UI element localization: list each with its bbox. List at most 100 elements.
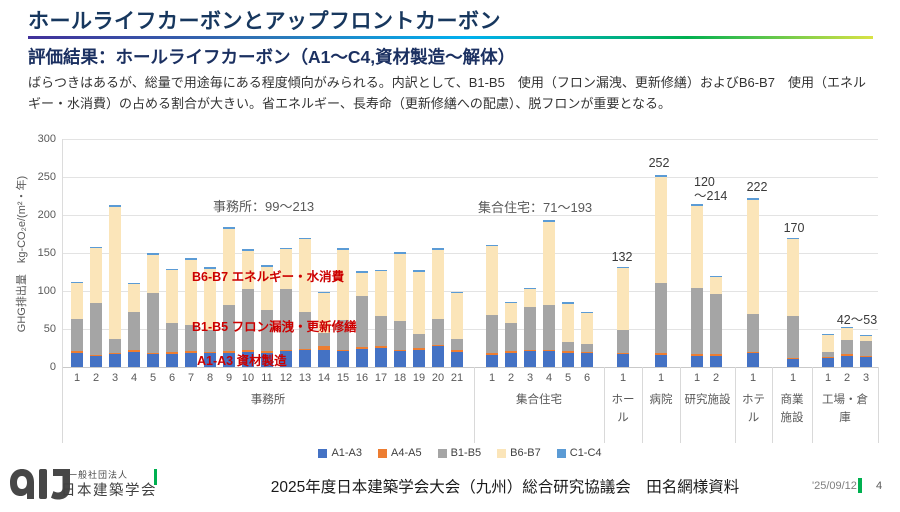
bar-segment-B6-B7 [617, 268, 629, 330]
bar-segment-B1-B5 [394, 321, 406, 350]
y-tick-label: 250 [37, 170, 56, 183]
x-tick-label: 14 [317, 372, 331, 384]
x-tick-label: 3 [111, 372, 119, 384]
bar-segment-B6-B7 [581, 313, 593, 345]
bar-segment-A4-A5 [562, 351, 574, 353]
bar-segment-B6-B7 [147, 254, 159, 293]
category-separator [772, 367, 773, 443]
bar-segment-A1-A3 [375, 348, 387, 367]
category-separator [604, 367, 605, 443]
page-title: ホールライフカーボンとアップフロントカーボン [28, 10, 501, 33]
bar-segment-B6-B7 [90, 248, 102, 304]
bar-segment-B1-B5 [90, 303, 102, 355]
office-range-annotation: 事務所：99～213 [213, 199, 315, 214]
bar-segment-C1-C4 [356, 271, 368, 273]
bar-segment-B1-B5 [280, 289, 292, 350]
logo-org-type: 一般社団法人 [68, 470, 129, 480]
bar-segment-A1-A3 [147, 354, 159, 367]
x-tick-label: 5 [149, 372, 157, 384]
x-tick-label: 4 [130, 372, 138, 384]
bar-segment-A1-A3 [299, 350, 311, 367]
hotel-value-label: 222 [746, 180, 768, 194]
bar-segment-A4-A5 [524, 349, 536, 352]
bar-segment-A1-A3 [71, 353, 83, 367]
bar-segment-A1-A3 [413, 349, 425, 367]
group-label-text: 事務所 [250, 394, 286, 406]
group-label-text: ホール [611, 394, 635, 424]
bar-segment-B1-B5 [841, 339, 853, 355]
bar-segment-A1-A3 [710, 355, 722, 367]
bar-segment-B1-B5 [617, 329, 629, 353]
bar-segment-A1-A3 [747, 353, 759, 367]
x-tick-label: 9 [225, 372, 233, 384]
bar-segment-C1-C4 [223, 227, 235, 229]
legend-swatch [556, 448, 566, 458]
group-label: ホテル [735, 392, 772, 428]
bar-segment-A4-A5 [505, 351, 517, 353]
category-separator [680, 367, 681, 443]
logo-org-name: 日本建築学会 [61, 483, 157, 499]
bar-segment-A1-A3 [394, 351, 406, 367]
gridline [62, 177, 878, 178]
bar-segment-A4-A5 [432, 344, 444, 347]
x-tick-label: 1 [749, 372, 757, 384]
bar-segment-A1-A3 [562, 352, 574, 367]
bar-segment-A4-A5 [617, 352, 629, 355]
x-tick-label: 2 [92, 372, 100, 384]
bar-segment-B1-B5 [505, 322, 517, 352]
bar-segment-C1-C4 [109, 205, 121, 207]
x-tick-label: 16 [355, 372, 369, 384]
x-tick-label: 8 [206, 372, 214, 384]
b6b7-callout: B6-B7 エネルギー・水消費 [192, 270, 345, 284]
gridline [62, 139, 878, 140]
y-tick-label: 200 [37, 208, 56, 221]
bar-segment-B6-B7 [691, 205, 703, 288]
bar-segment-C1-C4 [185, 258, 197, 260]
bar-segment-A1-A3 [280, 351, 292, 367]
bar-segment-B1-B5 [128, 311, 140, 350]
bar-segment-B1-B5 [747, 313, 759, 352]
bar-segment-B6-B7 [337, 249, 349, 320]
bar-segment-A1-A3 [691, 355, 703, 367]
bar-segment-A4-A5 [394, 349, 406, 352]
bar-segment-C1-C4 [543, 220, 555, 222]
category-separator [812, 367, 813, 443]
bar-segment-B1-B5 [318, 332, 330, 347]
x-tick-label: 20 [431, 372, 445, 384]
bar-segment-B1-B5 [375, 316, 387, 347]
group-label-text: 集合住宅 [516, 394, 562, 406]
bar-segment-A4-A5 [841, 354, 853, 356]
title-divider [28, 36, 873, 39]
bar-segment-C1-C4 [562, 302, 574, 304]
bar-segment-B6-B7 [486, 246, 498, 316]
bar-segment-A1-A3 [261, 352, 273, 367]
bar-segment-B1-B5 [543, 305, 555, 350]
bar-segment-C1-C4 [841, 326, 853, 328]
bar-segment-B1-B5 [71, 319, 83, 352]
bar-segment-C1-C4 [822, 333, 834, 335]
bar-segment-A1-A3 [166, 354, 178, 367]
bar-segment-B6-B7 [747, 199, 759, 314]
chart-legend: A1-A3 A4-A5 B1-B5 B6-B7 C1-C4 [10, 447, 900, 459]
bar-segment-A1-A3 [223, 352, 235, 367]
bar-segment-A4-A5 [185, 351, 197, 354]
group-label-text: 商業施設 [780, 394, 804, 424]
x-tick-label: 1 [657, 372, 665, 384]
bar-segment-B6-B7 [261, 266, 273, 310]
legend-label: C1-C4 [569, 447, 602, 459]
bar-segment-A4-A5 [581, 351, 593, 354]
commercial-value-label: 170 [783, 221, 805, 235]
bar-segment-C1-C4 [242, 249, 254, 251]
bar-segment-A4-A5 [204, 351, 216, 354]
bar-segment-B1-B5 [204, 329, 216, 352]
apartment-range-annotation: 集合住宅：71～193 [478, 200, 593, 215]
gridline [62, 253, 878, 254]
x-tick-label: 6 [583, 372, 591, 384]
legend-item-B6-B7: B6-B7 [497, 447, 541, 459]
bar-segment-A4-A5 [710, 354, 722, 356]
bar-segment-A4-A5 [655, 353, 667, 355]
x-axis-line [62, 367, 878, 368]
bar-segment-A1-A3 [432, 346, 444, 367]
bar-segment-A1-A3 [337, 351, 349, 367]
bar-segment-A4-A5 [128, 349, 140, 352]
